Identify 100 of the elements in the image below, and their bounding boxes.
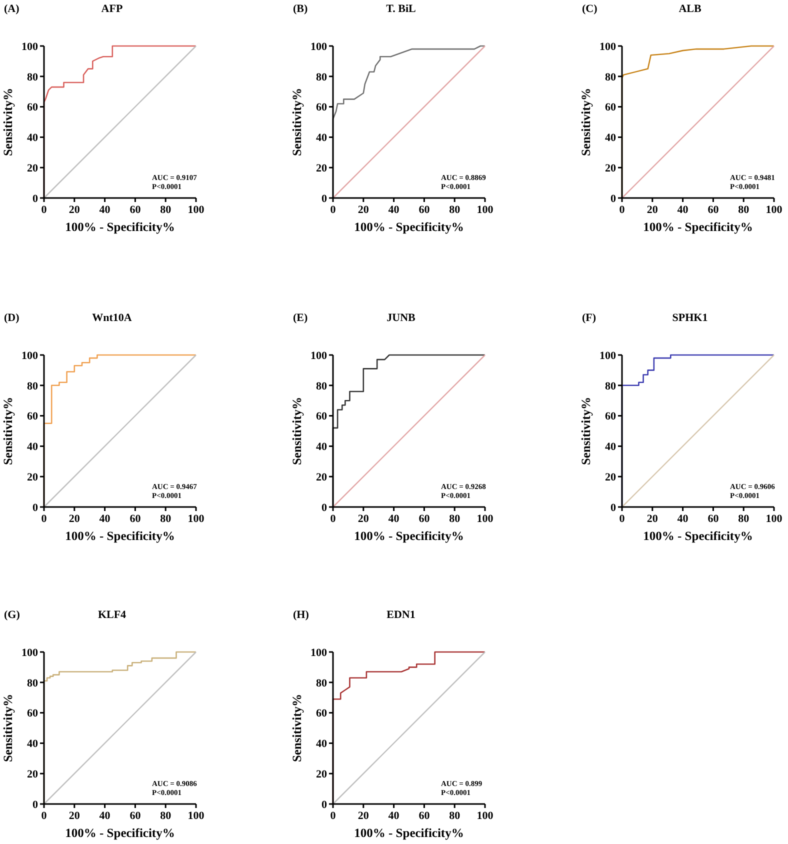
- y-axis-title: Sensitivity%: [290, 396, 304, 466]
- y-tick-label: 0: [32, 502, 38, 514]
- x-tick-label: 60: [130, 513, 142, 525]
- chart-title: KLF4: [98, 609, 127, 621]
- y-tick-label: 0: [610, 192, 616, 205]
- y-tick-label: 0: [322, 798, 328, 811]
- y-tick-label: 60: [316, 102, 328, 114]
- y-tick-label: 60: [27, 102, 38, 114]
- y-tick-label: 40: [27, 441, 38, 454]
- chart-title: ALB: [678, 3, 702, 15]
- x-tick-label: 60: [418, 810, 430, 822]
- x-tick-label: 100: [476, 810, 494, 822]
- x-tick-label: 20: [358, 204, 370, 216]
- x-tick-label: 40: [388, 204, 400, 216]
- y-tick-label: 40: [316, 132, 328, 144]
- x-tick-label: 100: [188, 513, 205, 525]
- y-tick-label: 60: [27, 410, 38, 423]
- x-tick-label: 40: [677, 204, 689, 216]
- x-tick-label: 80: [738, 513, 750, 525]
- y-tick-label: 0: [32, 192, 38, 205]
- x-axis-title: 100% - Specificity%: [643, 220, 753, 234]
- x-tick-label: 60: [708, 513, 720, 525]
- y-axis-title: Sensitivity%: [579, 88, 593, 156]
- text: (F): [582, 312, 596, 324]
- y-tick-label: 40: [605, 132, 616, 144]
- y-axis-title: Sensitivity%: [579, 396, 593, 466]
- x-tick-label: 60: [130, 204, 142, 216]
- x-axis-title: 100% - Specificity%: [354, 826, 464, 840]
- chart-title: SPHK1: [672, 312, 708, 324]
- x-tick-label: 0: [41, 204, 48, 216]
- x-tick-label: 40: [388, 810, 400, 822]
- x-tick-label: 60: [418, 513, 430, 525]
- x-tick-label: 80: [160, 513, 172, 525]
- x-tick-label: 20: [68, 513, 80, 525]
- x-tick-label: 20: [646, 204, 658, 216]
- y-tick-label: 60: [316, 410, 328, 423]
- y-axis-title: Sensitivity%: [1, 88, 15, 156]
- y-axis-title: Sensitivity%: [1, 396, 15, 466]
- y-axis-title: Sensitivity%: [290, 88, 304, 156]
- text: (G): [4, 609, 20, 621]
- text: (A): [4, 3, 20, 15]
- y-tick-label: 40: [316, 738, 328, 750]
- chart-title: AFP: [101, 3, 123, 15]
- y-tick-label: 60: [27, 708, 38, 720]
- text: (E): [293, 312, 308, 324]
- chart-title: EDN1: [386, 609, 416, 621]
- x-tick-label: 0: [330, 204, 336, 216]
- y-tick-label: 0: [322, 502, 328, 514]
- x-axis-title: 100% - Specificity%: [643, 529, 753, 543]
- y-tick-label: 20: [605, 471, 616, 484]
- x-axis-title: 100% - Specificity%: [354, 529, 464, 543]
- x-tick-label: 40: [388, 513, 400, 525]
- y-tick-label: 80: [605, 71, 616, 84]
- x-tick-label: 20: [646, 513, 658, 525]
- chart-title: T. BiL: [386, 3, 416, 15]
- y-tick-label: 80: [605, 380, 616, 392]
- x-tick-label: 0: [619, 513, 626, 525]
- y-tick-label: 20: [605, 162, 616, 174]
- text: (H): [293, 609, 310, 621]
- x-tick-label: 80: [449, 204, 461, 216]
- x-tick-label: 100: [766, 204, 783, 216]
- x-tick-label: 0: [330, 810, 336, 822]
- x-tick-label: 40: [99, 204, 111, 216]
- x-axis-title: 100% - Specificity%: [65, 529, 175, 543]
- x-tick-label: 20: [358, 810, 370, 822]
- y-tick-label: 100: [310, 40, 328, 53]
- x-tick-label: 100: [476, 204, 494, 216]
- y-tick-label: 20: [27, 471, 38, 484]
- x-tick-label: 20: [358, 513, 370, 525]
- x-tick-label: 80: [738, 204, 750, 216]
- y-tick-label: 80: [316, 677, 328, 690]
- y-tick-label: 20: [316, 768, 328, 780]
- x-tick-label: 60: [418, 204, 430, 216]
- x-tick-label: 20: [68, 204, 80, 216]
- y-tick-label: 20: [316, 162, 328, 174]
- y-tick-label: 20: [316, 471, 328, 484]
- x-tick-label: 60: [130, 810, 142, 822]
- y-axis-title: Sensitivity%: [290, 694, 304, 762]
- chart-title: JUNB: [386, 312, 416, 324]
- x-tick-label: 40: [677, 513, 689, 525]
- x-axis-title: 100% - Specificity%: [65, 220, 175, 234]
- y-tick-label: 80: [27, 71, 38, 84]
- x-tick-label: 0: [619, 204, 626, 216]
- x-tick-label: 40: [99, 513, 111, 525]
- y-tick-label: 100: [22, 646, 38, 659]
- x-axis-title: 100% - Specificity%: [65, 826, 175, 840]
- x-tick-label: 20: [68, 810, 80, 822]
- y-tick-label: 20: [27, 768, 38, 780]
- x-tick-label: 80: [160, 204, 172, 216]
- x-tick-label: 0: [41, 810, 48, 822]
- y-tick-label: 40: [605, 441, 616, 454]
- y-tick-label: 80: [27, 380, 38, 392]
- y-axis-title: Sensitivity%: [1, 694, 15, 762]
- x-tick-label: 0: [41, 513, 48, 525]
- y-tick-label: 100: [22, 40, 38, 53]
- y-tick-label: 40: [27, 132, 38, 144]
- y-tick-label: 60: [605, 102, 616, 114]
- y-tick-label: 60: [316, 708, 328, 720]
- y-tick-label: 100: [310, 646, 328, 659]
- x-tick-label: 40: [99, 810, 111, 822]
